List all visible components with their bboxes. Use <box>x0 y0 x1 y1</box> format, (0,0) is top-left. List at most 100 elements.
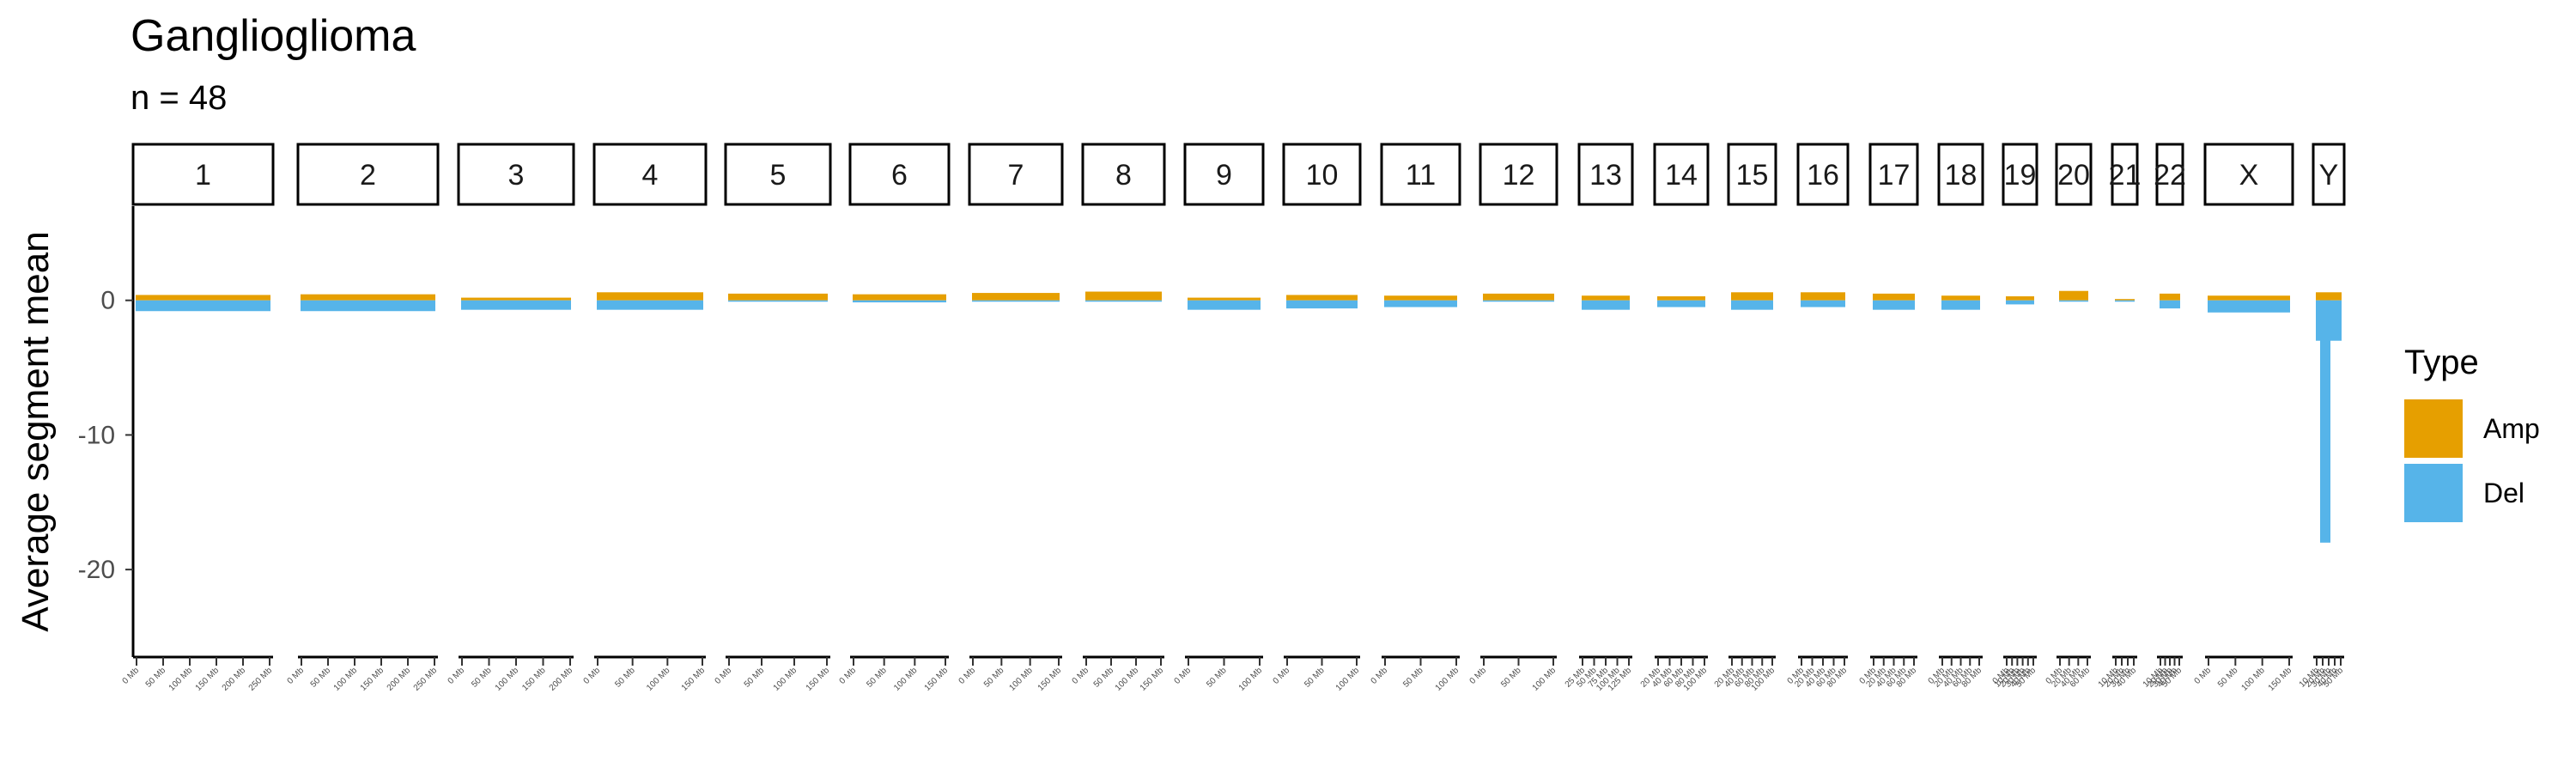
x-tick-label: 0 Mb <box>1071 666 1091 686</box>
y-tick-label: -10 <box>78 421 115 449</box>
amp-bar <box>2006 296 2034 301</box>
amp-bar <box>2059 290 2088 301</box>
x-tick-label: 100 Mb <box>2239 666 2267 693</box>
del-bar <box>2208 300 2290 313</box>
facet-strip-label: 20 <box>2057 159 2090 192</box>
x-tick-label: 250 Mb <box>247 666 275 693</box>
facet-strip-label: 19 <box>2004 159 2037 192</box>
x-tick-label: 100 Mb <box>1334 666 1362 693</box>
facet-strip <box>2155 143 2184 206</box>
del-bar <box>1286 300 1358 309</box>
facet-strip <box>1868 143 1919 206</box>
amp-bar <box>1188 297 1261 301</box>
x-tick-label: 50 Mb <box>309 666 333 690</box>
x-tick-label: 0 Mb <box>714 666 734 686</box>
x-tick-label: 0 Mb <box>1173 666 1194 686</box>
x-tick-label: 50 Mb <box>982 666 1006 690</box>
x-tick-label: 100 Mb <box>1237 666 1265 693</box>
y-tick-label: 0 <box>100 287 115 315</box>
x-tick-label: 0 Mb <box>1370 666 1390 686</box>
amp-bar <box>1801 292 1845 301</box>
x-tick-label: 100 Mb <box>1114 666 1141 693</box>
facet-strip-label: 21 <box>2109 159 2142 192</box>
amp-bar <box>301 294 435 301</box>
amp-bar <box>2115 299 2135 301</box>
amp-bar <box>853 294 946 301</box>
facet-strip-label: 2 <box>360 159 376 192</box>
x-tick-label: 100 Mb <box>494 666 521 693</box>
x-tick-label: 50 Mb <box>1499 666 1523 690</box>
del-bar <box>1873 300 1915 310</box>
x-tick-label: 0 Mb <box>121 666 142 686</box>
amp-bar <box>1286 295 1358 301</box>
facet-strip <box>1937 143 1984 206</box>
facet-strip-label: 14 <box>1665 159 1698 192</box>
del-bar <box>2059 300 2088 302</box>
facet-strip-label: 3 <box>508 159 525 192</box>
facet-strip-label: 5 <box>770 159 787 192</box>
facet-strip <box>968 143 1064 206</box>
facet-strip-label: 12 <box>1503 159 1535 192</box>
facet-strip <box>457 143 575 206</box>
facet-strip-label: Y <box>2319 159 2339 192</box>
legend-label-del: Del <box>2483 478 2524 508</box>
amp-bar <box>1384 295 1457 301</box>
facet-strip-label: 17 <box>1878 159 1911 192</box>
y-tick-label: -20 <box>78 556 115 584</box>
legend-label-amp: Amp <box>2483 413 2540 444</box>
x-tick-label: 50 Mb <box>1205 666 1229 690</box>
x-tick-label: 150 Mb <box>1036 666 1064 693</box>
facet-strip <box>1727 143 1777 206</box>
x-tick-label: 0 Mb <box>286 666 307 686</box>
facet-strip <box>1479 143 1558 206</box>
x-tick-label: 100 Mb <box>1434 666 1461 693</box>
x-tick-label: 200 Mb <box>548 666 575 693</box>
facet-strip <box>848 143 951 206</box>
del-bar <box>597 300 703 310</box>
del-bar <box>728 300 828 302</box>
facet-strip-label: 18 <box>1945 159 1978 192</box>
x-tick-label: 100 Mb <box>772 666 799 693</box>
facet-strip-label: 10 <box>1306 159 1339 192</box>
facet-strip-label: 22 <box>2154 159 2186 192</box>
amp-bar <box>461 297 571 301</box>
x-tick-label: 150 Mb <box>359 666 386 693</box>
del-bar <box>2115 300 2135 302</box>
x-tick-label: 50 Mb <box>1092 666 1116 690</box>
facet-strip-label: 13 <box>1589 159 1622 192</box>
x-tick-label: 0 Mb <box>1468 666 1489 686</box>
x-tick-label: 0 Mb <box>2193 666 2214 686</box>
facet-strip <box>2203 143 2294 206</box>
facet-strip-label: 8 <box>1115 159 1132 192</box>
amp-bar <box>1941 295 1980 301</box>
del-bar <box>972 300 1060 302</box>
del-bar <box>2006 300 2034 305</box>
del-bar <box>301 300 435 312</box>
chart-title: Ganglioglioma <box>131 11 416 61</box>
del-bar <box>1657 300 1705 307</box>
x-tick-label: 200 Mb <box>221 666 248 693</box>
del-bar <box>1483 300 1554 302</box>
facet-strip <box>1282 143 1362 206</box>
x-tick-label: 100 Mb <box>1531 666 1558 693</box>
amp-bar <box>1731 292 1773 301</box>
facet-strip-label: 4 <box>642 159 659 192</box>
x-tick-label: 100 Mb <box>1007 666 1035 693</box>
y-axis-title: Average segment mean <box>15 231 57 631</box>
x-tick-label: 150 Mb <box>680 666 708 693</box>
del-bar <box>1085 300 1162 302</box>
legend-swatch-amp <box>2404 399 2463 458</box>
facet-strip-label: 9 <box>1216 159 1232 192</box>
x-tick-label: 150 Mb <box>194 666 222 693</box>
del-bar <box>2160 300 2180 309</box>
facet-strip <box>2312 143 2346 206</box>
x-tick-label: 0 Mb <box>447 666 467 686</box>
x-tick-label: 0 Mb <box>957 666 978 686</box>
del-bar <box>853 300 946 303</box>
x-tick-label: 150 Mb <box>520 666 548 693</box>
facet-strip-label: 1 <box>195 159 211 192</box>
amp-bar <box>1483 293 1554 301</box>
amp-bar <box>1582 295 1630 301</box>
facet-strip-label: 11 <box>1406 159 1436 192</box>
